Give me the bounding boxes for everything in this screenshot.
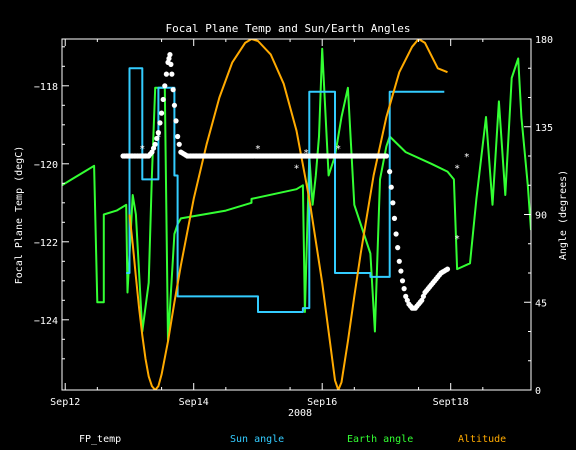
series-layer: * * * * * * * * * (62, 39, 531, 390)
fp-temp-point (176, 141, 182, 147)
fp-temp-point (395, 245, 401, 251)
fp-temp-outlier: * (155, 133, 161, 144)
fp-temp-point (175, 133, 181, 140)
fp-temp-point (152, 141, 158, 147)
fp-temp-point (388, 184, 394, 190)
fp-temp-point (154, 135, 160, 142)
left-tick-label: −120 (34, 160, 58, 171)
fp-temp-point (169, 71, 175, 77)
chart-title: Focal Plane Temp and Sun/Earth Angles (165, 22, 410, 35)
fp-temp-point (393, 231, 399, 237)
fp-temp-point (387, 169, 393, 175)
fp-temp-outlier: * (454, 164, 460, 175)
right-tick-label: 180 (535, 35, 553, 46)
fp-temp-point (399, 278, 406, 284)
fp-temp-point (420, 293, 426, 299)
sun-angle-line (126, 67, 445, 313)
fp-temp-outlier: * (464, 152, 470, 163)
left-tick-label: −118 (34, 82, 58, 93)
x-tick-label: Sep14 (179, 397, 209, 408)
legend-earth-angle: Earth angle (347, 434, 413, 445)
fp-temp-point (149, 149, 155, 155)
fp-temp-point (171, 102, 178, 108)
legend-altitude: Altitude (458, 434, 506, 445)
fp-temp-outlier: * (335, 144, 341, 155)
x-tick-label: Sept18 (433, 397, 469, 408)
right-tick-label: 0 (535, 386, 541, 397)
fp-temp-point (401, 286, 407, 292)
x-tick-label: Sep12 (50, 397, 80, 408)
fp-temp-point (168, 61, 174, 67)
fp-temp-point (170, 87, 176, 93)
y-axis-label-left: Focal Plane Temp (degC) (14, 146, 25, 284)
left-tick-label: −124 (34, 316, 58, 327)
fp-temp-outlier: * (293, 164, 299, 175)
fp-temp-point (158, 110, 165, 116)
fp-temp-point (163, 71, 170, 77)
fp-temp-point (390, 200, 396, 206)
fp-temp-point (396, 258, 402, 264)
legend-fp-temp: FP_temp (79, 434, 121, 445)
fp-temp-point (155, 130, 161, 136)
fp-temp-point (444, 266, 451, 272)
x-tick-label: Sep16 (307, 397, 337, 408)
fp-temp-point (157, 120, 163, 126)
x-axis-label: 2008 (288, 408, 312, 419)
fp-temp-point (383, 153, 390, 159)
right-tick-label: 90 (535, 211, 547, 222)
fp-temp-outlier: * (255, 144, 261, 155)
fp-temp-point (391, 215, 398, 221)
fp-temp-point (173, 118, 179, 124)
fp-temp-point (419, 297, 425, 303)
legend: FP_temp Sun angle Earth angle Altitude (79, 434, 506, 445)
right-tick-label: 45 (535, 298, 547, 309)
fp-temp-point (403, 293, 409, 299)
fp-temp-point (404, 297, 410, 303)
fp-temp-point (398, 268, 404, 274)
fp-temp-point (160, 96, 166, 103)
y-axis-label-right: Angle (degrees) (558, 170, 569, 260)
left-tick-label: −122 (34, 238, 58, 249)
fp-temp-outlier: * (454, 234, 460, 245)
fp-temp-point (166, 55, 172, 62)
right-tick-label: 135 (535, 123, 553, 134)
fp-temp-point (167, 52, 173, 58)
axis-layer: Sep12 Sep14 Sep16 Sept18 −118 −120 −122 −124 180… (34, 35, 553, 408)
fp-temp-point (150, 145, 157, 151)
legend-sun-angle: Sun angle (230, 434, 284, 445)
fp-temp-outlier: * (303, 148, 309, 159)
fp-temp-point (162, 83, 168, 89)
fp-temp-outlier: * (139, 144, 145, 155)
